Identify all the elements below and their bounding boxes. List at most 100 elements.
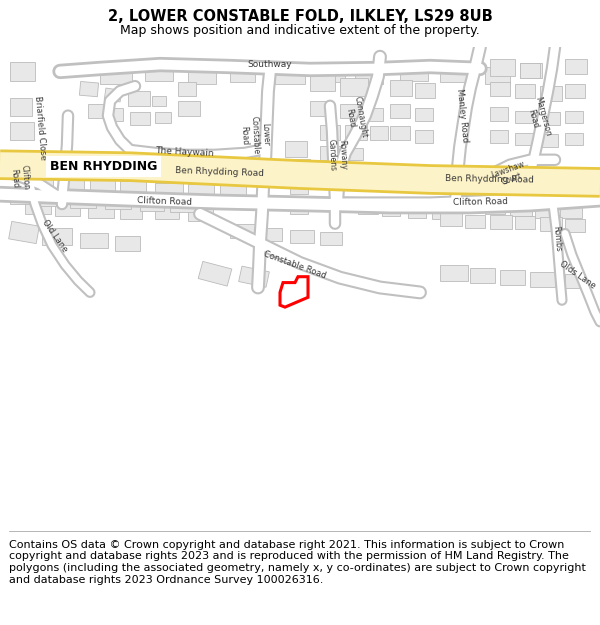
Bar [88,205,114,217]
Bar [320,126,340,140]
Bar [290,181,308,194]
Bar [188,184,214,198]
Bar [230,224,255,238]
Bar [440,265,468,281]
Bar [560,205,582,217]
Text: Clifton Road: Clifton Road [452,197,508,207]
Bar [515,216,535,229]
Text: Ben Rhydding Road: Ben Rhydding Road [175,166,265,177]
Bar [290,201,308,214]
Text: Constable Road: Constable Road [263,249,328,281]
Bar [540,217,562,231]
Polygon shape [104,88,122,102]
Bar [230,64,255,82]
Bar [395,174,423,189]
Bar [565,219,585,231]
Bar [540,134,558,147]
Bar [140,198,164,211]
Bar [460,174,482,189]
Bar [490,131,508,143]
Bar [355,64,383,84]
Text: Old Lane: Old Lane [41,217,70,253]
Bar [275,64,305,84]
Polygon shape [239,266,269,288]
Bar [490,173,515,188]
Bar [38,193,63,206]
Text: Rombs: Rombs [551,225,563,252]
Bar [285,159,310,176]
Bar [188,208,213,221]
Bar [540,112,560,126]
Bar [430,174,455,189]
Bar [25,200,51,214]
Text: Manley Road: Manley Road [455,88,469,143]
Bar [565,84,585,98]
Bar [58,177,84,192]
Bar [320,146,342,160]
Bar [10,122,34,140]
Bar [565,133,583,145]
Bar [220,186,246,199]
Bar [415,131,433,143]
Bar [515,111,533,124]
Bar [178,82,196,96]
Bar [70,195,96,208]
Bar [120,206,142,219]
Bar [520,176,542,189]
Bar [358,201,378,214]
Bar [485,202,505,214]
Bar [15,150,35,165]
Bar [260,228,282,241]
Text: Olds Lane: Olds Lane [559,259,598,291]
Bar [105,107,123,121]
Bar [565,274,585,288]
Bar [340,104,360,118]
Bar [415,107,433,121]
Bar [320,231,342,245]
Bar [510,203,532,216]
Bar [360,174,390,189]
Bar [530,272,555,286]
Text: 2, LOWER CONSTABLE FOLD, ILKLEY, LS29 8UB: 2, LOWER CONSTABLE FOLD, ILKLEY, LS29 8U… [107,9,493,24]
Bar [565,111,583,124]
Bar [345,126,367,140]
Bar [285,141,307,157]
Bar [370,126,388,140]
Bar [440,62,470,82]
Bar [432,207,450,219]
Bar [105,196,131,209]
Bar [10,98,32,116]
Bar [520,62,542,78]
Text: Contains OS data © Crown copyright and database right 2021. This information is : Contains OS data © Crown copyright and d… [9,540,586,584]
Bar [485,66,510,84]
Bar [390,126,410,140]
Bar [440,212,462,226]
Bar [515,133,533,145]
Bar [315,64,345,82]
Bar [540,86,562,101]
Bar [155,183,183,198]
Bar [42,228,72,245]
Text: Lawshaw
Court: Lawshaw Court [490,159,530,189]
Text: Map shows position and indicative extent of the property.: Map shows position and indicative extent… [120,24,480,36]
Bar [55,203,80,216]
Text: The Haywain: The Haywain [155,146,214,158]
Bar [415,83,435,98]
Bar [548,176,568,189]
Bar [470,268,495,282]
Text: Clifton
Road: Clifton Road [9,164,31,191]
Text: Lower
Constable
Road: Lower Constable Road [239,116,271,155]
Bar [460,199,482,212]
Bar [155,112,171,124]
Text: Briarfield Close: Briarfield Close [33,95,47,160]
Text: Clifton Road: Clifton Road [137,196,193,206]
Bar [310,101,332,116]
Bar [88,104,108,118]
Bar [572,176,594,189]
Bar [382,204,400,216]
Polygon shape [198,261,232,286]
Bar [155,206,179,219]
Bar [390,104,410,118]
Bar [90,181,115,194]
Bar [390,80,412,96]
